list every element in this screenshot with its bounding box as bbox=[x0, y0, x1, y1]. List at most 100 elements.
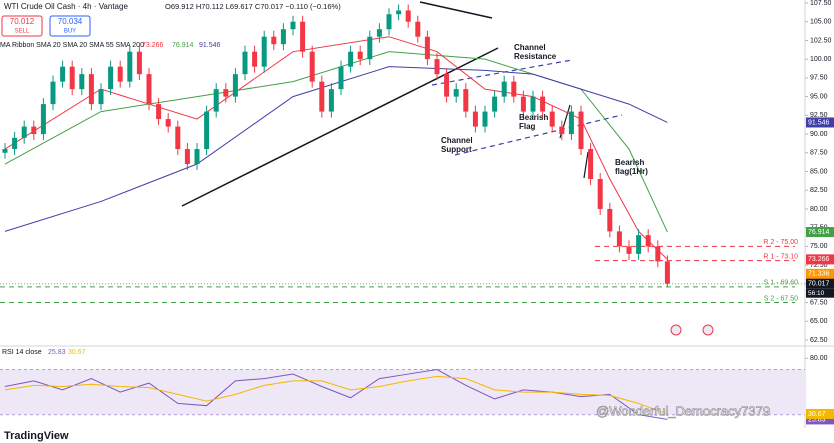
candle-body bbox=[616, 231, 622, 247]
y-tick-label: 107.50 bbox=[810, 0, 832, 7]
candle-body bbox=[482, 111, 488, 127]
ma-price-tag bbox=[806, 117, 834, 128]
annotation-line: Bearish bbox=[615, 158, 644, 167]
candle-body bbox=[530, 96, 536, 112]
symbol-title: WTI Crude Oil Cash · 4h · Vantage bbox=[4, 2, 128, 11]
candle-body bbox=[69, 66, 75, 90]
rsi-tag bbox=[806, 414, 834, 425]
candle-body bbox=[204, 111, 210, 150]
channel-line bbox=[454, 114, 623, 156]
candle-body bbox=[559, 126, 565, 135]
candle-body bbox=[223, 89, 229, 97]
ma-price-tag-label: 91.546 bbox=[808, 119, 830, 126]
countdown-bg bbox=[806, 288, 834, 298]
y-tick-label: 85.00 bbox=[810, 168, 828, 175]
ribbon-title: MA Ribbon SMA 20 SMA 20 SMA 55 SMA 200 bbox=[0, 42, 144, 49]
candle-body bbox=[271, 36, 277, 45]
candle-body bbox=[636, 235, 642, 254]
candle-body bbox=[232, 74, 238, 97]
trend-line bbox=[419, 1, 493, 19]
sell-price: 70.012 bbox=[10, 17, 35, 26]
y-tick-label: 97.50 bbox=[810, 75, 828, 82]
annotation-line: Channel bbox=[514, 43, 546, 52]
candle-body bbox=[98, 89, 104, 105]
candle-body bbox=[578, 111, 584, 150]
candle-body bbox=[520, 96, 526, 112]
y-tick-label: 102.50 bbox=[810, 37, 832, 44]
candle-body bbox=[338, 66, 344, 90]
y-tick-label: 92.50 bbox=[810, 112, 828, 119]
annotation-line: flag(1Hr) bbox=[615, 167, 648, 176]
ma-price-tag bbox=[806, 227, 834, 238]
rsi-band bbox=[0, 369, 805, 415]
candle-body bbox=[492, 96, 498, 112]
candle-body bbox=[626, 246, 632, 254]
candle-body bbox=[396, 10, 402, 15]
y-tick-label: 87.50 bbox=[810, 150, 828, 157]
candle-body bbox=[261, 36, 267, 67]
rsi-line bbox=[4, 375, 668, 415]
rsi-ma-value: 30.67 bbox=[68, 349, 86, 356]
candle-body bbox=[117, 66, 123, 82]
ribbon-value: 73.266 bbox=[142, 42, 164, 49]
rsi-title: RSI 14 close bbox=[2, 349, 42, 356]
annotation-line: Bearish bbox=[519, 113, 548, 122]
annotation-line: Flag bbox=[519, 122, 536, 131]
ma-price-tag-label: 73.266 bbox=[808, 256, 830, 263]
candle-body bbox=[79, 74, 85, 90]
candle-body bbox=[376, 29, 382, 37]
y-tick-label: 95.00 bbox=[810, 93, 828, 100]
candle-body bbox=[597, 178, 603, 209]
candle-body bbox=[108, 66, 114, 90]
candle-body bbox=[472, 111, 478, 127]
event-icon[interactable] bbox=[702, 324, 714, 336]
candle-body bbox=[175, 126, 181, 150]
y-tick-label: 90.00 bbox=[810, 131, 828, 138]
candle-body bbox=[2, 149, 8, 153]
candle-body bbox=[607, 208, 613, 232]
candle-body bbox=[357, 51, 363, 60]
candle-body bbox=[194, 149, 200, 165]
watermark: @Wonderful_Democracy7379 bbox=[596, 403, 770, 418]
level-label: S 2 - 67.50 bbox=[764, 295, 798, 302]
price-tag-label: 71.336 bbox=[808, 271, 830, 278]
candle-body bbox=[309, 51, 315, 82]
annotation-line: Support bbox=[441, 145, 472, 154]
candle-body bbox=[415, 21, 421, 37]
candle-body bbox=[645, 235, 651, 247]
y-tick-label: 65.00 bbox=[810, 318, 828, 325]
annotation-line: Resistance bbox=[514, 52, 557, 61]
candle-body bbox=[252, 51, 258, 67]
last-price-tag-label: 70.017 bbox=[808, 281, 830, 288]
candle-body bbox=[540, 96, 546, 112]
annotation-line: Channel bbox=[441, 136, 473, 145]
level-label: S 1 - 69.60 bbox=[764, 280, 798, 287]
candle-body bbox=[501, 81, 507, 97]
candle-body bbox=[184, 149, 190, 165]
event-icon[interactable] bbox=[670, 324, 682, 336]
sell-button[interactable] bbox=[1, 15, 43, 37]
buy-button[interactable] bbox=[49, 15, 91, 37]
y-tick-label: 67.50 bbox=[810, 299, 828, 306]
y-tick-label: 105.00 bbox=[810, 19, 832, 26]
candle-body bbox=[12, 137, 18, 150]
candle-body bbox=[424, 36, 430, 60]
y-tick-label: 80.00 bbox=[810, 355, 828, 362]
sell-label: SELL bbox=[15, 29, 30, 35]
ribbon-value: 76.914 bbox=[172, 42, 194, 49]
flag-pole bbox=[583, 151, 589, 179]
candle-body bbox=[367, 36, 373, 60]
candle-body bbox=[136, 51, 142, 75]
candle-body bbox=[21, 126, 27, 138]
candle-body bbox=[60, 66, 66, 82]
candle-body bbox=[242, 51, 248, 75]
price-tag bbox=[806, 268, 834, 279]
ribbon-value: 91.546 bbox=[199, 42, 221, 49]
brand: TradingView bbox=[4, 430, 69, 442]
candle-body bbox=[40, 104, 46, 135]
ohlc: O69.912 H70.112 L69.617 C70.017 −0.110 (… bbox=[165, 2, 341, 11]
y-tick-label: 75.00 bbox=[810, 243, 828, 250]
level-label: R 2 - 75.00 bbox=[763, 239, 798, 246]
candle-body bbox=[655, 246, 661, 262]
candle-body bbox=[213, 89, 219, 112]
